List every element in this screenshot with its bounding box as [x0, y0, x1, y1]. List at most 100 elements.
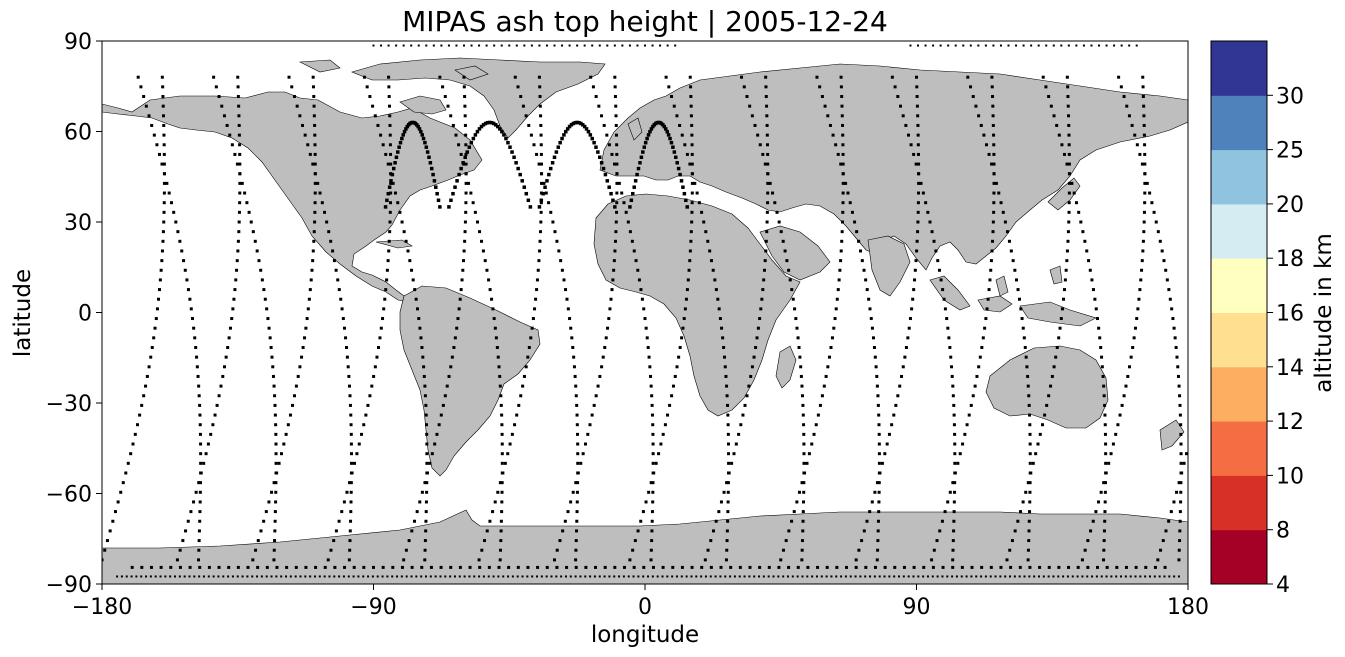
track-point: [191, 317, 194, 321]
colorbar-tick-label: 16: [1276, 302, 1304, 327]
track-point: [241, 575, 244, 578]
track-point: [832, 326, 836, 330]
track-point: [626, 220, 630, 224]
track-point: [690, 162, 694, 166]
track-point: [206, 442, 210, 446]
track-point: [574, 558, 578, 562]
track-point: [690, 201, 694, 205]
track-point: [650, 413, 654, 417]
track-point: [384, 288, 388, 292]
colorbar-tick-label: 14: [1276, 356, 1304, 381]
track-point: [1129, 575, 1132, 578]
track-point: [841, 172, 845, 176]
track-point: [311, 85, 315, 89]
track-point: [334, 529, 338, 533]
track-point: [496, 124, 500, 129]
track-point: [873, 490, 877, 494]
track-point: [1016, 519, 1020, 523]
track-point: [295, 104, 299, 108]
track-point: [1089, 529, 1093, 533]
track-point: [526, 198, 531, 203]
track-point: [347, 384, 351, 388]
track-point: [632, 185, 636, 189]
track-point: [766, 181, 770, 185]
track-point: [992, 162, 996, 166]
track-point: [1148, 191, 1152, 195]
track-point: [934, 249, 938, 253]
track-point: [424, 529, 428, 533]
track-point: [1132, 336, 1136, 340]
track-point: [1008, 548, 1012, 552]
track-point: [685, 152, 689, 156]
track-point: [651, 432, 655, 436]
track-point: [349, 442, 353, 446]
track-point: [877, 442, 881, 446]
track-point: [690, 181, 694, 185]
track-point: [725, 384, 729, 388]
track-point: [571, 490, 575, 494]
track-point: [1105, 575, 1108, 578]
track-point: [401, 133, 405, 137]
track-point: [669, 140, 674, 145]
track-point: [284, 432, 288, 436]
track-point: [1103, 490, 1107, 494]
track-point: [1081, 230, 1085, 234]
colorbar-swatch: [1211, 258, 1267, 313]
track-point: [147, 365, 151, 369]
track-point: [953, 452, 957, 456]
track-point: [745, 95, 749, 99]
track-point: [548, 166, 553, 171]
track-point: [600, 114, 604, 118]
track-point: [1062, 575, 1065, 578]
track-point: [840, 114, 844, 118]
track-point: [1178, 403, 1182, 407]
track-point: [611, 278, 615, 282]
track-point: [766, 191, 770, 195]
track-point: [439, 565, 443, 569]
track-point: [890, 423, 894, 427]
track-point: [1100, 365, 1104, 369]
track-point: [497, 365, 501, 369]
track-point: [1179, 432, 1183, 436]
track-point: [629, 198, 634, 203]
track-point: [511, 575, 514, 578]
track-point: [228, 133, 232, 137]
track-point: [312, 239, 316, 243]
track-point: [1142, 114, 1146, 118]
track-point: [464, 152, 468, 156]
track-point: [1080, 558, 1084, 562]
track-point: [1178, 529, 1182, 533]
track-point: [453, 185, 457, 189]
track-point: [425, 461, 429, 465]
track-point: [624, 210, 628, 214]
track-point: [575, 490, 579, 494]
track-point: [183, 268, 187, 272]
track-point: [539, 220, 543, 224]
track-point: [347, 558, 351, 562]
track-point: [796, 575, 799, 578]
track-point: [1182, 461, 1186, 465]
track-point: [460, 278, 464, 282]
track-point: [417, 317, 421, 321]
track-point: [197, 481, 201, 485]
track-point: [306, 143, 310, 147]
track-point: [407, 539, 411, 543]
track-point: [162, 152, 166, 156]
track-point: [877, 510, 881, 514]
track-point: [681, 326, 685, 330]
track-point: [485, 120, 490, 125]
track-point: [393, 191, 397, 195]
track-point: [1109, 452, 1113, 456]
track-point: [791, 297, 795, 301]
track-point: [348, 481, 352, 485]
track-point: [801, 529, 805, 533]
track-point: [606, 326, 610, 330]
track-point: [722, 490, 726, 494]
track-point: [873, 355, 877, 359]
track-point: [273, 519, 277, 523]
track-point: [397, 145, 401, 149]
track-point: [948, 490, 952, 494]
track-point: [992, 210, 996, 214]
track-point: [323, 575, 326, 578]
track-point: [615, 201, 619, 205]
